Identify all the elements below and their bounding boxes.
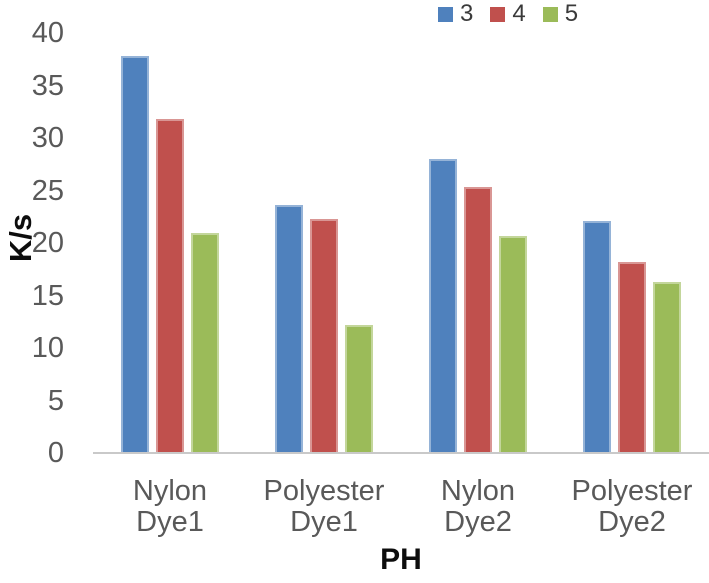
y-tick-label-10: 10 (31, 332, 64, 364)
x-category-line: Polyester (571, 475, 693, 507)
y-tick-label-20: 20 (31, 227, 64, 259)
bar-group-polyester-dye1 (247, 33, 401, 453)
legend-label-ph4: 4 (512, 0, 526, 27)
bar-ph4-polyester-dye1 (310, 218, 338, 453)
x-category-line: Dye1 (136, 506, 204, 538)
legend-item-ph3: 3 (438, 2, 473, 26)
legend-swatch-ph4-icon (490, 6, 506, 22)
y-tick-label-15: 15 (31, 279, 64, 312)
bar-ph5-nylon-dye2 (499, 235, 527, 453)
x-axis-line (93, 452, 709, 454)
x-axis-category-labels: Nylon Dye1 Polyester Dye1 Nylon Dye2 Polyester… (93, 476, 709, 538)
x-category-line: Nylon (440, 475, 516, 507)
x-category-label-polyester-dye1: Polyester Dye1 (247, 476, 401, 538)
plot-area (93, 33, 709, 453)
x-category-line: Dye2 (598, 506, 666, 538)
bar-group-nylon-dye2 (401, 33, 555, 453)
x-category-label-nylon-dye2: Nylon Dye2 (401, 476, 555, 538)
bar-ph4-polyester-dye2 (618, 261, 646, 453)
y-tick-label-30: 30 (31, 122, 64, 154)
legend-item-ph5: 5 (542, 0, 579, 27)
bar-group-nylon-dye1 (93, 33, 247, 453)
legend-label-ph5: 5 (564, 0, 579, 27)
bar-ph3-polyester-dye1 (275, 205, 303, 453)
y-tick-label-35: 35 (31, 69, 64, 102)
bar-ph4-nylon-dye1 (156, 119, 184, 453)
y-tick-label-25: 25 (31, 174, 64, 207)
bar-ph3-nylon-dye1 (121, 56, 149, 453)
bar-ph5-nylon-dye1 (191, 232, 219, 453)
bar-group-polyester-dye2 (555, 33, 709, 453)
x-category-line: Polyester (263, 475, 385, 507)
legend-swatch-ph5-icon (542, 6, 558, 22)
bar-ph4-nylon-dye2 (464, 187, 492, 453)
x-axis-title: PH (380, 543, 422, 576)
bar-ph5-polyester-dye1 (345, 324, 373, 453)
x-category-line: Dye1 (290, 506, 358, 538)
x-category-label-nylon-dye1: Nylon Dye1 (93, 476, 247, 538)
chart-legend: 3 4 5 (438, 2, 578, 26)
legend-label-ph3: 3 (460, 0, 474, 27)
legend-item-ph4: 4 (490, 0, 526, 27)
bar-ph5-polyester-dye2 (653, 281, 681, 453)
y-tick-label-0: 0 (47, 437, 64, 469)
x-category-line: Dye2 (444, 506, 512, 538)
bar-ph3-polyester-dye2 (583, 220, 611, 453)
bar-ph3-nylon-dye2 (429, 159, 457, 453)
legend-swatch-ph3-icon (438, 6, 453, 22)
x-category-label-polyester-dye2: Polyester Dye2 (555, 476, 709, 538)
x-category-line: Nylon (132, 475, 208, 507)
y-tick-label-5: 5 (47, 384, 64, 417)
y-tick-label-40: 40 (31, 17, 64, 49)
